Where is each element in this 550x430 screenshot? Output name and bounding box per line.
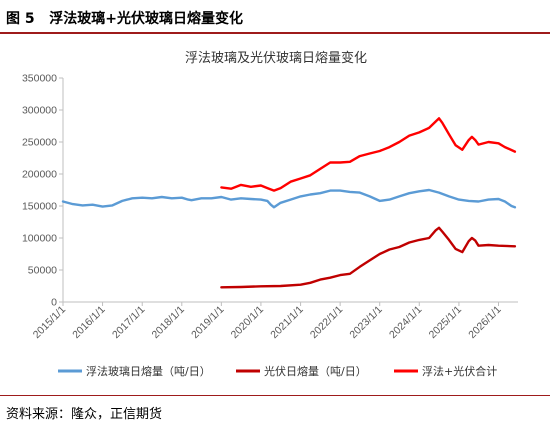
source-note: 资料来源：隆众，正信期货 xyxy=(6,407,163,422)
legend-label-2: 光伏日熔量（吨/日） xyxy=(264,364,367,378)
y-tick-label: 100000 xyxy=(22,233,57,245)
x-tick-label: 2022/1/1 xyxy=(308,304,345,341)
x-tick-label: 2018/1/1 xyxy=(150,304,187,341)
legend: 浮法玻璃日熔量（吨/日） 光伏日熔量（吨/日） 浮法+光伏合计 xyxy=(58,364,497,378)
figure-title: 图 5 浮法玻璃+光伏玻璃日熔量变化 xyxy=(6,8,243,28)
chart-title: 浮法玻璃及光伏玻璃日熔量变化 xyxy=(185,50,367,66)
chart: 浮法玻璃及光伏玻璃日熔量变化 0 50000 100000 150000 200000 2… xyxy=(22,50,518,378)
x-tick-label: 2023/1/1 xyxy=(347,304,384,341)
x-tick-label: 2019/1/1 xyxy=(189,304,226,341)
y-tick-label: 250000 xyxy=(22,137,57,149)
y-tick-label: 300000 xyxy=(22,105,57,117)
y-tick-label: 350000 xyxy=(22,73,57,85)
axes: 0 50000 100000 150000 200000 250000 300000 3500… xyxy=(22,73,518,341)
series-line-2 xyxy=(220,226,517,289)
x-tick-label: 2025/1/1 xyxy=(427,304,464,341)
y-tick-label: 50000 xyxy=(28,265,57,277)
figure-header: 图 5 浮法玻璃+光伏玻璃日熔量变化 xyxy=(0,0,550,31)
header-rule xyxy=(0,32,550,34)
y-tick-label: 200000 xyxy=(22,169,57,181)
x-tick-label: 2016/1/1 xyxy=(70,304,107,341)
y-tick-label: 150000 xyxy=(22,201,57,213)
series-line-1 xyxy=(61,188,517,209)
legend-label-1: 浮法玻璃日熔量（吨/日） xyxy=(86,364,211,378)
x-tick-label: 2024/1/1 xyxy=(387,304,424,341)
x-tick-label: 2021/1/1 xyxy=(268,304,305,341)
series-lines xyxy=(61,117,517,289)
y-tick-label: 0 xyxy=(51,297,57,309)
figure-label: 图 5 xyxy=(6,11,35,27)
x-tick-label: 2020/1/1 xyxy=(229,304,266,341)
figure-heading: 浮法玻璃+光伏玻璃日熔量变化 xyxy=(49,11,243,27)
legend-label-3: 浮法+光伏合计 xyxy=(422,364,497,378)
x-tick-label: 2017/1/1 xyxy=(110,304,147,341)
footer-rule xyxy=(0,395,550,396)
x-tick-label: 2026/1/1 xyxy=(466,304,503,341)
x-tick-label: 2015/1/1 xyxy=(31,304,68,341)
series-line-3 xyxy=(220,117,517,192)
